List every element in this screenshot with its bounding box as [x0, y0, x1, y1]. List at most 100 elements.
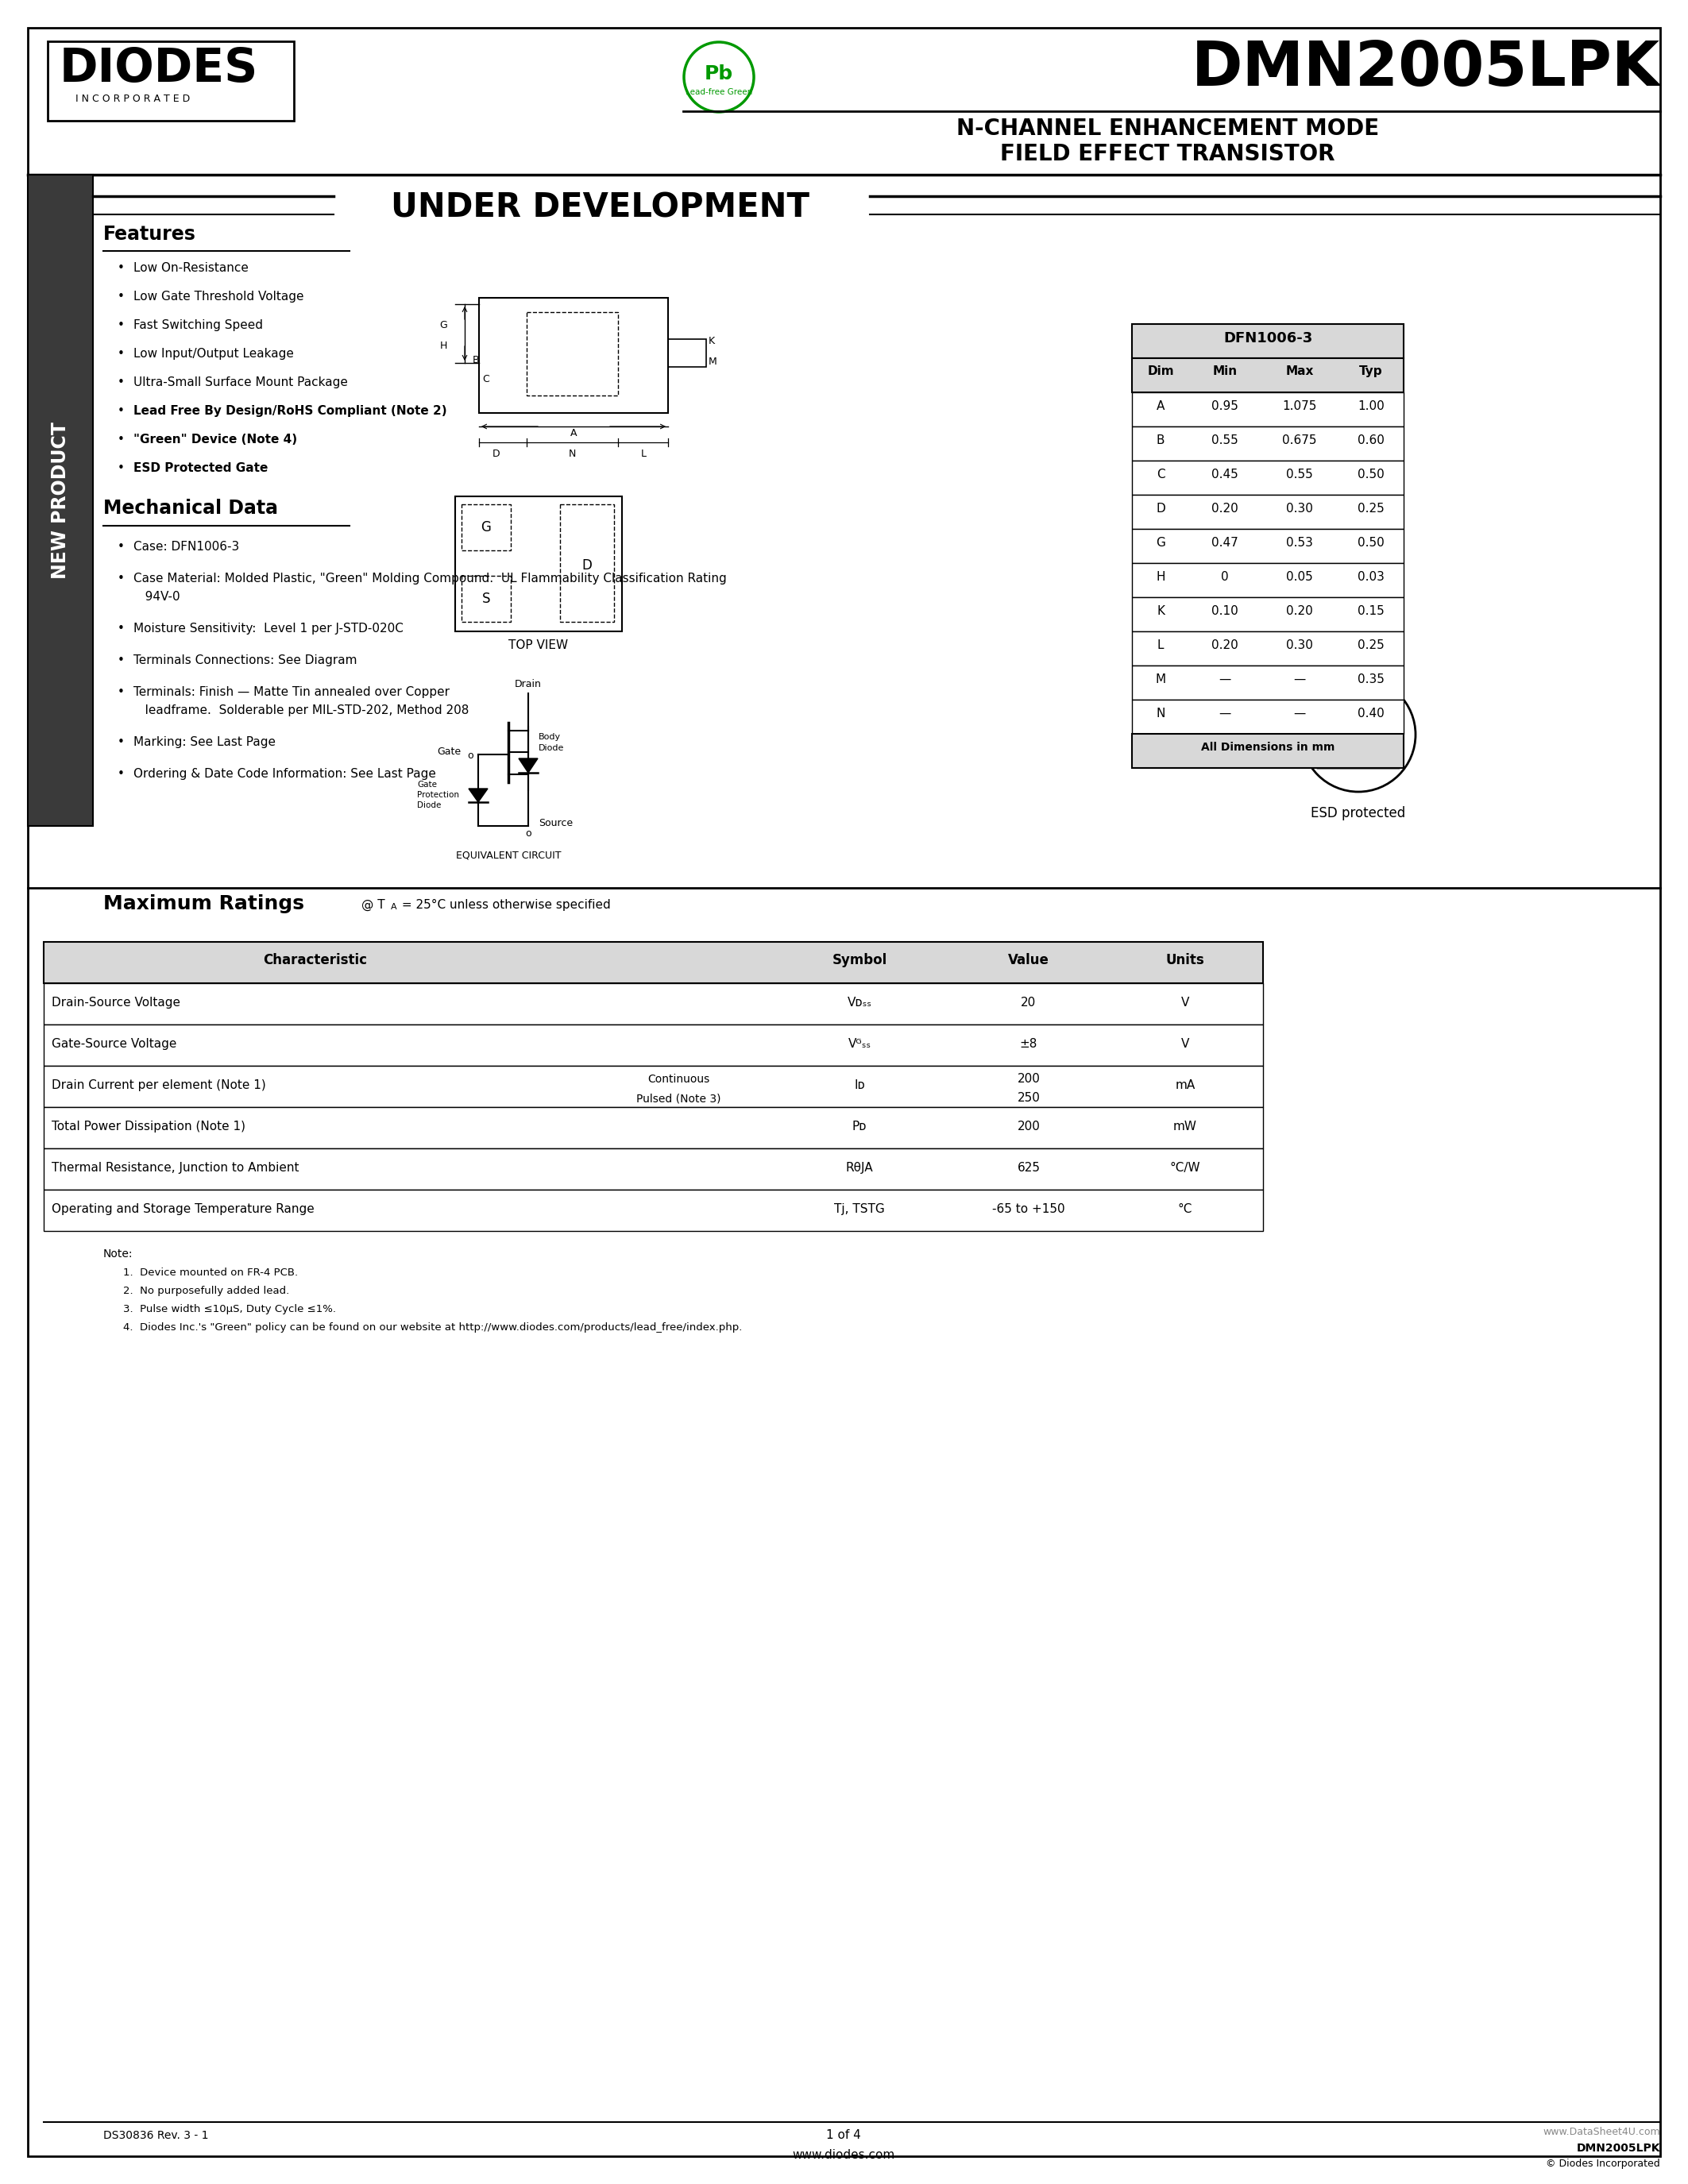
Text: •: •: [118, 262, 125, 273]
Text: TOP VIEW: TOP VIEW: [508, 640, 569, 651]
Text: = 25°C unless otherwise specified: = 25°C unless otherwise specified: [398, 900, 611, 911]
Text: Ultra-Small Surface Mount Package: Ultra-Small Surface Mount Package: [133, 376, 348, 389]
Text: •: •: [118, 622, 125, 636]
Text: Diode: Diode: [538, 745, 564, 751]
Text: D: D: [582, 559, 592, 572]
Polygon shape: [518, 758, 538, 773]
Text: Iᴅ: Iᴅ: [854, 1079, 864, 1092]
Text: 0.10: 0.10: [1212, 605, 1239, 618]
Text: K: K: [709, 336, 716, 347]
Bar: [1133, 358, 1404, 393]
Text: 0.15: 0.15: [1357, 605, 1384, 618]
Text: 0.30: 0.30: [1286, 502, 1313, 515]
Bar: [44, 1024, 1263, 1066]
Bar: [461, 505, 511, 550]
Bar: [479, 297, 668, 413]
Text: Value: Value: [1008, 952, 1050, 968]
Text: 250: 250: [1018, 1092, 1040, 1103]
Text: Vᴳₛₛ: Vᴳₛₛ: [847, 1037, 871, 1051]
Bar: [1133, 323, 1404, 358]
Text: °C: °C: [1178, 1203, 1192, 1214]
Text: 625: 625: [1018, 1162, 1040, 1173]
Text: 0.30: 0.30: [1286, 640, 1313, 651]
Text: Gate: Gate: [417, 780, 437, 788]
Text: 0.25: 0.25: [1357, 640, 1384, 651]
Text: Pb: Pb: [704, 63, 733, 83]
Text: Case Material: Molded Plastic, "Green" Molding Compound.  UL Flammability Classi: Case Material: Molded Plastic, "Green" M…: [133, 572, 726, 585]
Text: Fast Switching Speed: Fast Switching Speed: [133, 319, 263, 332]
Text: Drain Current per element (Note 1): Drain Current per element (Note 1): [52, 1079, 267, 1092]
Text: Ordering & Date Code Information: See Last Page: Ordering & Date Code Information: See La…: [133, 769, 436, 780]
Text: B: B: [1156, 435, 1165, 446]
Text: °C/W: °C/W: [1170, 1162, 1200, 1173]
Text: 0.20: 0.20: [1212, 502, 1239, 515]
Bar: [456, 496, 621, 631]
Bar: [1133, 496, 1404, 529]
Text: ESD Protected Gate: ESD Protected Gate: [133, 463, 268, 474]
Text: H: H: [1156, 570, 1165, 583]
Text: Marking: See Last Page: Marking: See Last Page: [133, 736, 275, 749]
Bar: [27, 175, 93, 826]
Text: Pᴅ: Pᴅ: [852, 1120, 868, 1133]
Bar: [1133, 563, 1404, 596]
Text: 0.47: 0.47: [1212, 537, 1239, 548]
Text: •: •: [118, 769, 125, 780]
Text: D: D: [1156, 502, 1165, 515]
Bar: [1133, 734, 1404, 769]
Text: •: •: [118, 404, 125, 417]
Text: EQUIVALENT CIRCUIT: EQUIVALENT CIRCUIT: [456, 850, 560, 860]
Text: Terminals Connections: See Diagram: Terminals Connections: See Diagram: [133, 655, 358, 666]
Text: Gate-Source Voltage: Gate-Source Voltage: [52, 1037, 177, 1051]
Text: B: B: [473, 356, 479, 365]
Text: •: •: [118, 347, 125, 360]
Text: 0.55: 0.55: [1212, 435, 1239, 446]
Text: 200: 200: [1018, 1120, 1040, 1133]
Text: Low On-Resistance: Low On-Resistance: [133, 262, 248, 273]
Text: S: S: [483, 592, 490, 605]
Polygon shape: [469, 788, 488, 802]
Text: 200: 200: [1018, 1072, 1040, 1085]
Text: Tj, TSTG: Tj, TSTG: [834, 1203, 885, 1214]
Text: Case: DFN1006-3: Case: DFN1006-3: [133, 542, 240, 553]
Text: www.DataSheet4U.com: www.DataSheet4U.com: [1543, 2127, 1661, 2138]
Text: mW: mW: [1173, 1120, 1197, 1133]
Text: 94V-0: 94V-0: [133, 592, 181, 603]
Text: www.diodes.com: www.diodes.com: [792, 2149, 895, 2160]
Text: DFN1006-3: DFN1006-3: [1224, 332, 1312, 345]
Text: Total Power Dissipation (Note 1): Total Power Dissipation (Note 1): [52, 1120, 245, 1133]
Text: Lead Free By Design/RoHS Compliant (Note 2): Lead Free By Design/RoHS Compliant (Note…: [133, 404, 447, 417]
Bar: [44, 1107, 1263, 1149]
Bar: [1133, 426, 1404, 461]
Text: 1.00: 1.00: [1357, 400, 1384, 413]
Text: 1.075: 1.075: [1283, 400, 1317, 413]
Text: A: A: [1156, 400, 1165, 413]
Text: o: o: [468, 751, 473, 760]
Text: leadframe.  Solderable per MIL-STD-202, Method 208: leadframe. Solderable per MIL-STD-202, M…: [133, 705, 469, 716]
Text: 0.03: 0.03: [1357, 570, 1384, 583]
Text: DS30836 Rev. 3 - 1: DS30836 Rev. 3 - 1: [103, 2129, 209, 2140]
Text: 0.20: 0.20: [1286, 605, 1313, 618]
Text: N-CHANNEL ENHANCEMENT MODE: N-CHANNEL ENHANCEMENT MODE: [957, 118, 1379, 140]
Text: 1 of 4: 1 of 4: [825, 2129, 861, 2140]
Bar: [1133, 666, 1404, 699]
Text: Characteristic: Characteristic: [263, 952, 368, 968]
Text: Source: Source: [538, 819, 572, 828]
Text: •: •: [118, 736, 125, 749]
Text: All Dimensions in mm: All Dimensions in mm: [1200, 743, 1335, 753]
Text: UNDER DEVELOPMENT: UNDER DEVELOPMENT: [390, 190, 809, 225]
Text: Drain: Drain: [515, 679, 542, 690]
Text: Drain-Source Voltage: Drain-Source Voltage: [52, 996, 181, 1009]
Text: 3.  Pulse width ≤10μS, Duty Cycle ≤1%.: 3. Pulse width ≤10μS, Duty Cycle ≤1%.: [123, 1304, 336, 1315]
Text: H: H: [441, 341, 447, 352]
Text: RθJA: RθJA: [846, 1162, 873, 1173]
Text: Dim: Dim: [1148, 365, 1173, 378]
Text: 0.40: 0.40: [1357, 708, 1384, 719]
Text: DMN2005LPK: DMN2005LPK: [1577, 2143, 1661, 2153]
Text: Protection: Protection: [417, 791, 459, 799]
Text: G: G: [1156, 537, 1165, 548]
Text: 0.45: 0.45: [1212, 470, 1239, 480]
Bar: [44, 941, 1263, 983]
Text: K: K: [1156, 605, 1165, 618]
Text: Note:: Note:: [103, 1249, 133, 1260]
Text: •: •: [118, 376, 125, 389]
